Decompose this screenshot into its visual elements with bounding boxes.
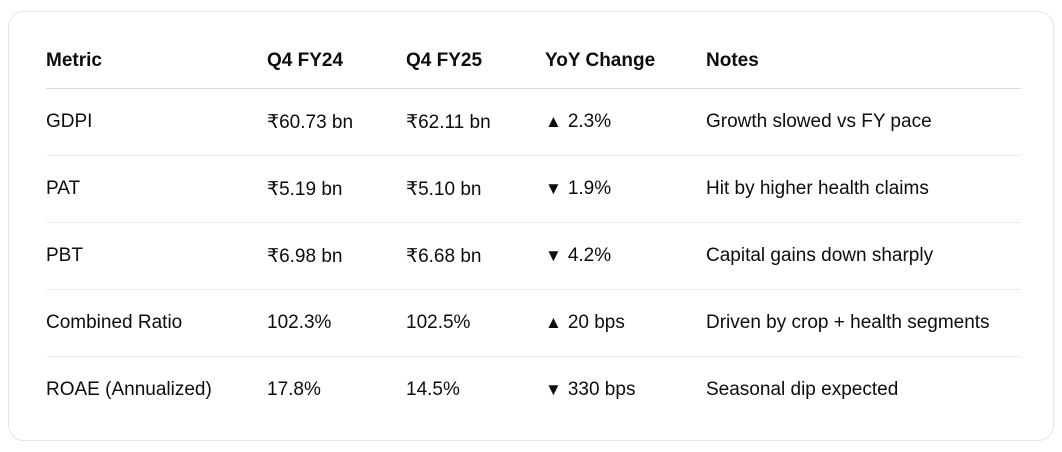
metrics-table: Metric Q4 FY24 Q4 FY25 YoY Change Notes …: [46, 33, 1021, 423]
cell-yoy-change: ▼ 330 bps: [545, 357, 706, 424]
table-row: Combined Ratio 102.3% 102.5% ▲ 20 bps Dri…: [46, 289, 1021, 357]
header-notes: Notes: [706, 33, 1021, 89]
cell-yoy-change: ▲ 2.3%: [545, 88, 706, 156]
down-arrow-icon: ▼: [545, 246, 562, 265]
table-header-row: Metric Q4 FY24 Q4 FY25 YoY Change Notes: [46, 33, 1021, 89]
cell-q4-fy25: ₹62.11 bn: [406, 88, 545, 156]
metrics-card: Metric Q4 FY24 Q4 FY25 YoY Change Notes …: [8, 11, 1054, 441]
yoy-value: 20 bps: [567, 312, 625, 333]
cell-q4-fy24: ₹5.19 bn: [267, 155, 406, 223]
cell-metric: PBT: [46, 222, 267, 290]
cell-q4-fy25: 14.5%: [406, 379, 460, 400]
header-yoy-change: YoY Change: [545, 33, 706, 89]
header-q4-fy24: Q4 FY24: [267, 33, 406, 89]
up-arrow-icon: ▲: [545, 313, 562, 332]
header-q4-fy25: Q4 FY25: [406, 33, 545, 89]
cell-notes: Growth slowed vs FY pace: [706, 88, 1021, 156]
cell-metric: Combined Ratio: [46, 289, 267, 357]
down-arrow-icon: ▼: [545, 179, 562, 198]
yoy-value: 1.9%: [567, 178, 612, 199]
cell-q4-fy24: ₹6.98 bn: [267, 222, 406, 290]
cell-yoy-change: ▼ 1.9%: [545, 155, 706, 223]
cell-notes: Capital gains down sharply: [706, 222, 1021, 290]
cell-q4-fy25: 102.5%: [406, 289, 545, 357]
table-row: PBT ₹6.98 bn ₹6.68 bn ▼ 4.2% Capital gain…: [46, 222, 1021, 290]
table-row: PAT ₹5.19 bn ₹5.10 bn ▼ 1.9% Hit by highe…: [46, 155, 1021, 223]
cell-q4-fy25: ₹6.68 bn: [406, 222, 545, 290]
cell-yoy-change: ▼ 4.2%: [545, 222, 706, 290]
cell-notes: Seasonal dip expected: [706, 379, 899, 400]
cell-q4-fy24: 102.3%: [267, 289, 406, 357]
header-metric: Metric: [46, 33, 267, 89]
yoy-value: 330 bps: [567, 379, 636, 400]
cell-metric: PAT: [46, 155, 267, 223]
yoy-value: 2.3%: [567, 111, 612, 132]
cell-notes: Hit by higher health claims: [706, 155, 1021, 223]
table-row: ROAE (Annualized) 17.8% 14.5% ▼ 330 bps S…: [46, 357, 1021, 424]
yoy-value: 4.2%: [567, 245, 612, 266]
table-row: GDPI ₹60.73 bn ₹62.11 bn ▲ 2.3% Growth sl…: [46, 88, 1021, 156]
cell-q4-fy25: ₹5.10 bn: [406, 155, 545, 223]
cell-notes: Driven by crop + health segments: [706, 289, 1021, 357]
cell-yoy-change: ▲ 20 bps: [545, 289, 706, 357]
cell-q4-fy24: ₹60.73 bn: [267, 88, 406, 156]
up-arrow-icon: ▲: [545, 112, 562, 131]
down-arrow-icon: ▼: [545, 380, 562, 399]
cell-q4-fy24: 17.8%: [267, 379, 321, 400]
cell-metric: GDPI: [46, 88, 267, 156]
cell-metric: ROAE (Annualized): [46, 379, 212, 400]
